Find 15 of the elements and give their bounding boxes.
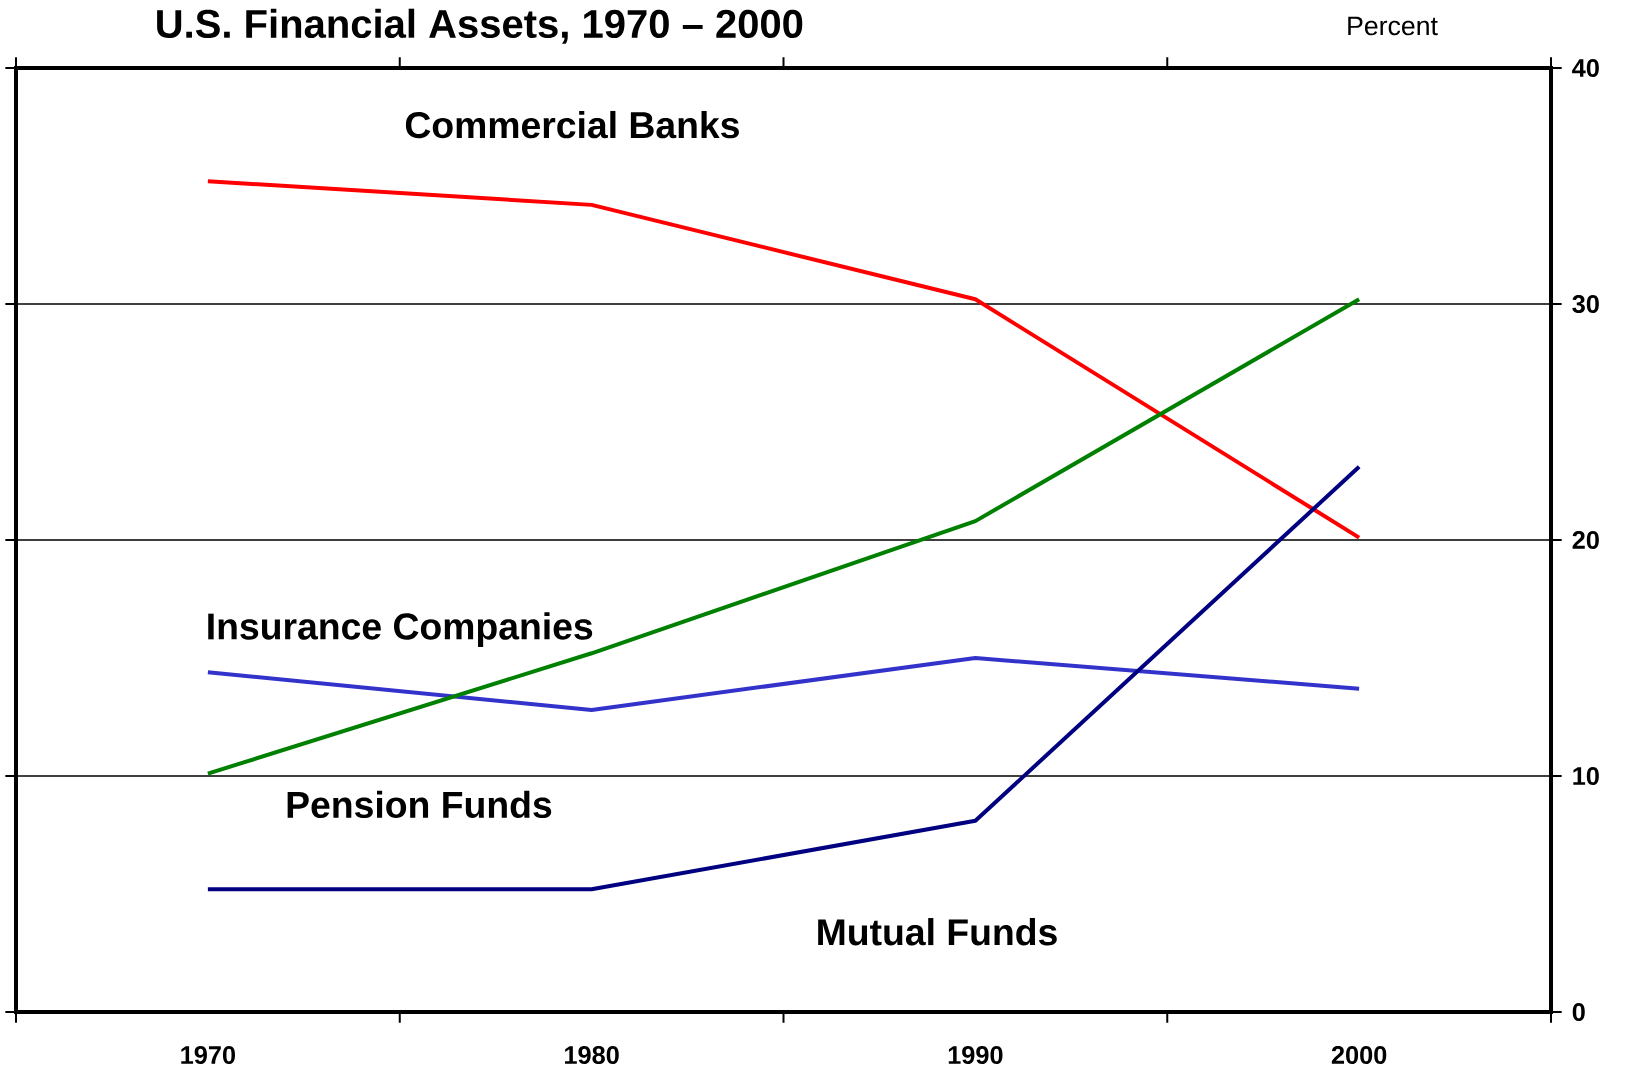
- series-label: Commercial Banks: [405, 110, 739, 139]
- x-tick-label: 1990: [948, 1046, 1003, 1064]
- series-label: Mutual Funds: [818, 918, 1057, 946]
- series-label: Pension Funds: [287, 790, 552, 819]
- y-tick-label: 40: [1572, 59, 1599, 77]
- y-tick-label: 30: [1572, 295, 1599, 313]
- series-label: Insurance Companies: [208, 612, 593, 648]
- y-tick-label: 0: [1572, 1003, 1585, 1021]
- chart-title: U.S. Financial Assets, 1970 – 2000: [157, 8, 803, 44]
- x-tick-label: 1980: [565, 1046, 619, 1064]
- y-tick-label: 10: [1573, 767, 1599, 785]
- y-axis-title: Percent: [1348, 16, 1438, 36]
- y-tick-label: 20: [1572, 531, 1599, 549]
- x-tick-label: 2000: [1331, 1046, 1387, 1064]
- x-tick-label: 1970: [181, 1046, 235, 1064]
